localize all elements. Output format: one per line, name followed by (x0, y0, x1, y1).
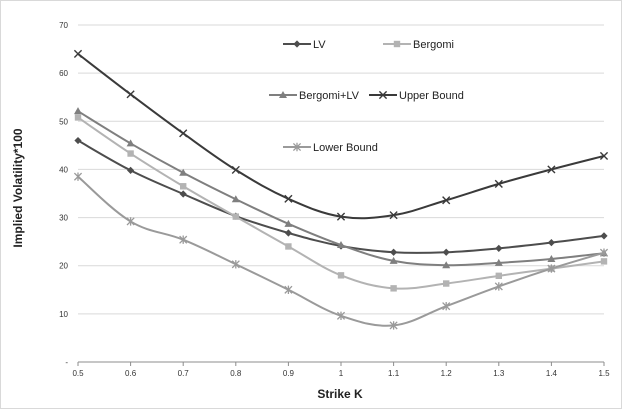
legend-swatch-marker (393, 40, 401, 48)
data-point-lower-bound (389, 321, 398, 330)
data-point-bergomi (74, 114, 82, 121)
data-point-lv (390, 248, 398, 256)
y-tick-label: 20 (59, 262, 68, 271)
y-tick-label: 60 (59, 69, 68, 78)
x-axis-title: Strike K (317, 387, 363, 401)
data-point-bergomi-lv (389, 256, 398, 264)
x-tick-label: 1.1 (388, 369, 400, 378)
data-point-lv (127, 166, 135, 174)
data-point-lv (495, 244, 503, 252)
series-bergomi (74, 114, 608, 292)
data-point-lower-bound (599, 248, 609, 257)
y-tick-label: - (65, 358, 68, 367)
data-point-lower-bound (231, 260, 240, 269)
legend-label: Bergomi+LV (299, 90, 360, 102)
series-line-upper-bound (77, 53, 605, 220)
series-lv (74, 136, 608, 256)
data-point-bergomi (443, 280, 450, 287)
data-point-lower-bound (336, 311, 346, 320)
legend-item-bergomi: Bergomi (383, 39, 454, 51)
data-point-bergomi (232, 213, 239, 220)
data-point-lv (284, 229, 292, 237)
x-tick-label: 0.9 (283, 369, 295, 378)
series-upper-bound (73, 49, 609, 221)
data-point-lower-bound (442, 301, 451, 311)
data-point-upper-bound (231, 165, 240, 175)
legend-item-lower-bound: Lower Bound (283, 142, 378, 154)
data-point-upper-bound (442, 196, 451, 205)
data-point-upper-bound (599, 151, 609, 161)
data-point-bergomi (127, 150, 134, 157)
x-tick-label: 1.5 (598, 369, 610, 378)
data-point-upper-bound (336, 212, 346, 221)
data-point-bergomi (285, 243, 292, 250)
series-bergomi-lv (74, 107, 608, 269)
data-point-bergomi-lv (284, 219, 293, 227)
y-tick-label: 10 (59, 310, 68, 319)
data-point-lv (600, 232, 608, 240)
data-point-bergomi-lv (179, 168, 188, 176)
data-point-lv (442, 248, 450, 256)
legend-item-upper-bound: Upper Bound (369, 90, 464, 102)
y-tick-label: 70 (59, 21, 68, 30)
data-point-upper-bound (179, 129, 188, 138)
data-point-lv (74, 136, 82, 145)
legend: LV Bergomi Bergomi+LV Upper Bound Lower Boun… (269, 39, 464, 154)
y-axis-title: Implied Volatility*100 (11, 128, 25, 247)
data-point-upper-bound (494, 179, 503, 188)
legend-item-bergomi-lv: Bergomi+LV (269, 90, 360, 102)
y-tick-label: 30 (59, 214, 68, 223)
legend-label: Lower Bound (313, 142, 378, 154)
series-layer (73, 49, 609, 330)
data-point-lv (179, 190, 187, 198)
data-point-bergomi-lv (547, 254, 556, 262)
legend-item-lv: LV (283, 39, 326, 51)
data-point-lower-bound (73, 172, 83, 181)
data-point-lower-bound (179, 235, 188, 244)
data-point-bergomi-lv (337, 241, 345, 249)
data-point-lower-bound (126, 217, 135, 226)
y-tick-label: 40 (59, 165, 68, 174)
data-point-bergomi (337, 272, 345, 279)
legend-label: Upper Bound (399, 90, 464, 102)
data-point-bergomi (495, 272, 502, 280)
x-tick-label: 1.3 (493, 369, 505, 378)
data-point-upper-bound (547, 165, 556, 174)
x-tick-label: 0.7 (178, 369, 190, 378)
data-point-bergomi-lv (74, 107, 82, 115)
data-point-lower-bound (284, 285, 293, 294)
data-point-lv (547, 239, 555, 247)
x-tick-label: 0.8 (230, 369, 242, 378)
x-tick-label: 0.5 (72, 369, 84, 378)
legend-swatch-marker (279, 91, 287, 98)
x-tick-label: 1.2 (441, 369, 453, 378)
legend-label: Bergomi (413, 39, 454, 51)
data-point-upper-bound (284, 194, 293, 203)
data-point-bergomi (600, 258, 608, 265)
legend-swatch-marker (378, 90, 388, 100)
legend-swatch-marker (293, 40, 301, 48)
series-lower-bound (73, 172, 609, 330)
data-point-lower-bound (547, 264, 556, 273)
data-point-bergomi-lv (126, 139, 135, 147)
legend-swatch-marker (292, 142, 302, 152)
y-tick-label: 50 (59, 117, 68, 126)
data-point-bergomi-lv (442, 261, 451, 269)
data-point-upper-bound (126, 90, 135, 99)
data-point-bergomi (390, 285, 397, 292)
axes: - 10 20 30 40 50 60 70 0.5 0.6 0.7 0.8 0.9 1 1.1 1.2 1.3… (59, 21, 610, 378)
data-point-upper-bound (389, 211, 398, 220)
data-point-upper-bound (73, 49, 83, 58)
data-point-bergomi-lv (494, 258, 503, 266)
series-line-lower-bound (77, 175, 605, 327)
data-point-bergomi-lv (231, 195, 240, 203)
data-point-lower-bound (494, 282, 503, 291)
x-tick-label: 1 (339, 369, 344, 378)
x-tick-label: 1.4 (546, 369, 558, 378)
legend-label: LV (313, 39, 326, 51)
x-tick-label: 0.6 (125, 369, 137, 378)
data-point-bergomi (180, 183, 187, 190)
